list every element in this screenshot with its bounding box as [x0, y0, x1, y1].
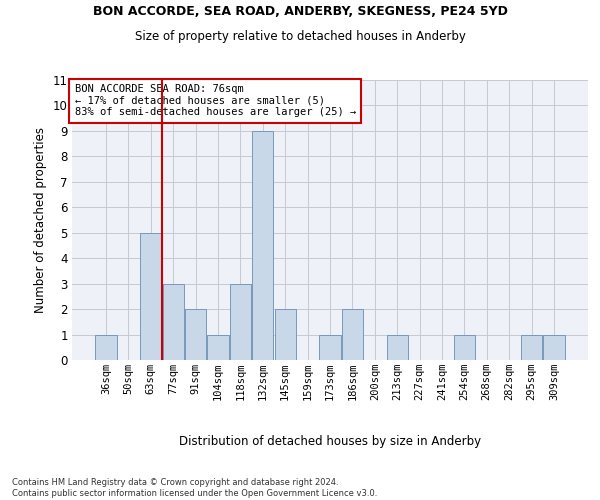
Bar — [95, 334, 117, 360]
Bar — [319, 334, 341, 360]
Text: Contains HM Land Registry data © Crown copyright and database right 2024.
Contai: Contains HM Land Registry data © Crown c… — [12, 478, 377, 498]
Bar — [521, 334, 542, 360]
Text: Size of property relative to detached houses in Anderby: Size of property relative to detached ho… — [134, 30, 466, 43]
Bar — [252, 131, 274, 360]
Y-axis label: Number of detached properties: Number of detached properties — [34, 127, 47, 313]
Text: BON ACCORDE, SEA ROAD, ANDERBY, SKEGNESS, PE24 5YD: BON ACCORDE, SEA ROAD, ANDERBY, SKEGNESS… — [92, 5, 508, 18]
Bar — [185, 309, 206, 360]
Bar — [386, 334, 408, 360]
Bar — [140, 232, 161, 360]
Bar — [208, 334, 229, 360]
Bar — [163, 284, 184, 360]
Bar — [342, 309, 363, 360]
Bar — [543, 334, 565, 360]
Bar — [454, 334, 475, 360]
Text: BON ACCORDE SEA ROAD: 76sqm
← 17% of detached houses are smaller (5)
83% of semi: BON ACCORDE SEA ROAD: 76sqm ← 17% of det… — [74, 84, 356, 117]
Text: Distribution of detached houses by size in Anderby: Distribution of detached houses by size … — [179, 435, 481, 448]
Bar — [230, 284, 251, 360]
Bar — [275, 309, 296, 360]
